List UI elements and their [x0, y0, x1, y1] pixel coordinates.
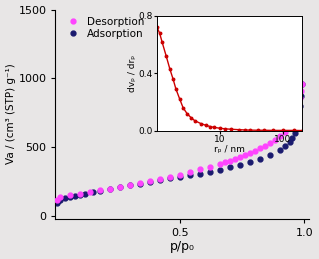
Desorption [243, 154, 247, 157]
Desorption [294, 112, 298, 115]
Desorption [263, 145, 267, 148]
Desorption [298, 96, 301, 99]
Desorption [278, 135, 281, 138]
Desorption [218, 162, 222, 166]
Desorption [158, 178, 162, 181]
Desorption [248, 152, 252, 155]
Adsorption [278, 148, 281, 152]
Desorption [238, 155, 241, 159]
Desorption [168, 176, 172, 179]
Adsorption [198, 172, 202, 175]
Adsorption [208, 170, 212, 173]
Legend: Desorption, Adsorption: Desorption, Adsorption [61, 15, 146, 41]
Desorption [258, 147, 262, 150]
Desorption [208, 165, 212, 168]
Desorption [118, 185, 122, 189]
Desorption [78, 192, 82, 195]
Y-axis label: Va / (cm³ (STP) g⁻¹): Va / (cm³ (STP) g⁻¹) [5, 64, 16, 164]
Adsorption [78, 193, 82, 196]
Line: Adsorption: Adsorption [54, 81, 304, 205]
Adsorption [83, 192, 87, 195]
Adsorption [294, 126, 298, 130]
Adsorption [55, 201, 58, 204]
Adsorption [98, 189, 102, 192]
Desorption [138, 182, 142, 185]
Desorption [293, 117, 296, 120]
Adsorption [298, 104, 301, 107]
Adsorption [238, 163, 241, 167]
Desorption [108, 187, 112, 190]
Desorption [268, 141, 271, 145]
Desorption [273, 138, 277, 141]
Line: Desorption: Desorption [54, 81, 304, 202]
Desorption [295, 107, 299, 110]
Adsorption [58, 198, 62, 201]
Adsorption [288, 140, 292, 143]
X-axis label: p/p₀: p/p₀ [170, 240, 195, 254]
Desorption [288, 126, 292, 129]
Adsorption [63, 197, 67, 200]
Desorption [299, 90, 303, 93]
Adsorption [293, 131, 296, 134]
Adsorption [148, 180, 152, 183]
Desorption [88, 190, 92, 193]
Adsorption [296, 113, 300, 116]
Adsorption [300, 82, 304, 85]
Adsorption [68, 195, 72, 198]
Desorption [253, 149, 256, 153]
Adsorption [268, 154, 271, 157]
Adsorption [299, 95, 303, 98]
Adsorption [188, 174, 192, 177]
Desorption [198, 168, 202, 171]
Desorption [178, 173, 182, 176]
Adsorption [91, 191, 95, 194]
Desorption [188, 171, 192, 174]
Adsorption [258, 157, 262, 160]
Adsorption [138, 182, 142, 185]
Desorption [283, 131, 286, 134]
Adsorption [118, 186, 122, 189]
Adsorption [290, 136, 294, 140]
Adsorption [56, 200, 60, 203]
Desorption [233, 157, 237, 160]
Desorption [98, 189, 102, 192]
Adsorption [128, 184, 132, 187]
Desorption [296, 102, 300, 105]
Adsorption [73, 194, 77, 197]
Adsorption [283, 145, 286, 148]
Desorption [300, 82, 304, 85]
Desorption [68, 194, 72, 197]
Adsorption [158, 178, 162, 182]
Adsorption [218, 168, 222, 171]
Desorption [148, 180, 152, 183]
Adsorption [228, 166, 232, 169]
Adsorption [295, 120, 299, 123]
Desorption [128, 184, 132, 187]
Adsorption [248, 161, 252, 164]
Adsorption [168, 177, 172, 180]
Desorption [290, 122, 294, 125]
Adsorption [178, 175, 182, 178]
Desorption [58, 196, 62, 199]
Adsorption [108, 188, 112, 191]
Desorption [223, 161, 227, 164]
Desorption [55, 198, 58, 201]
Desorption [228, 159, 232, 162]
